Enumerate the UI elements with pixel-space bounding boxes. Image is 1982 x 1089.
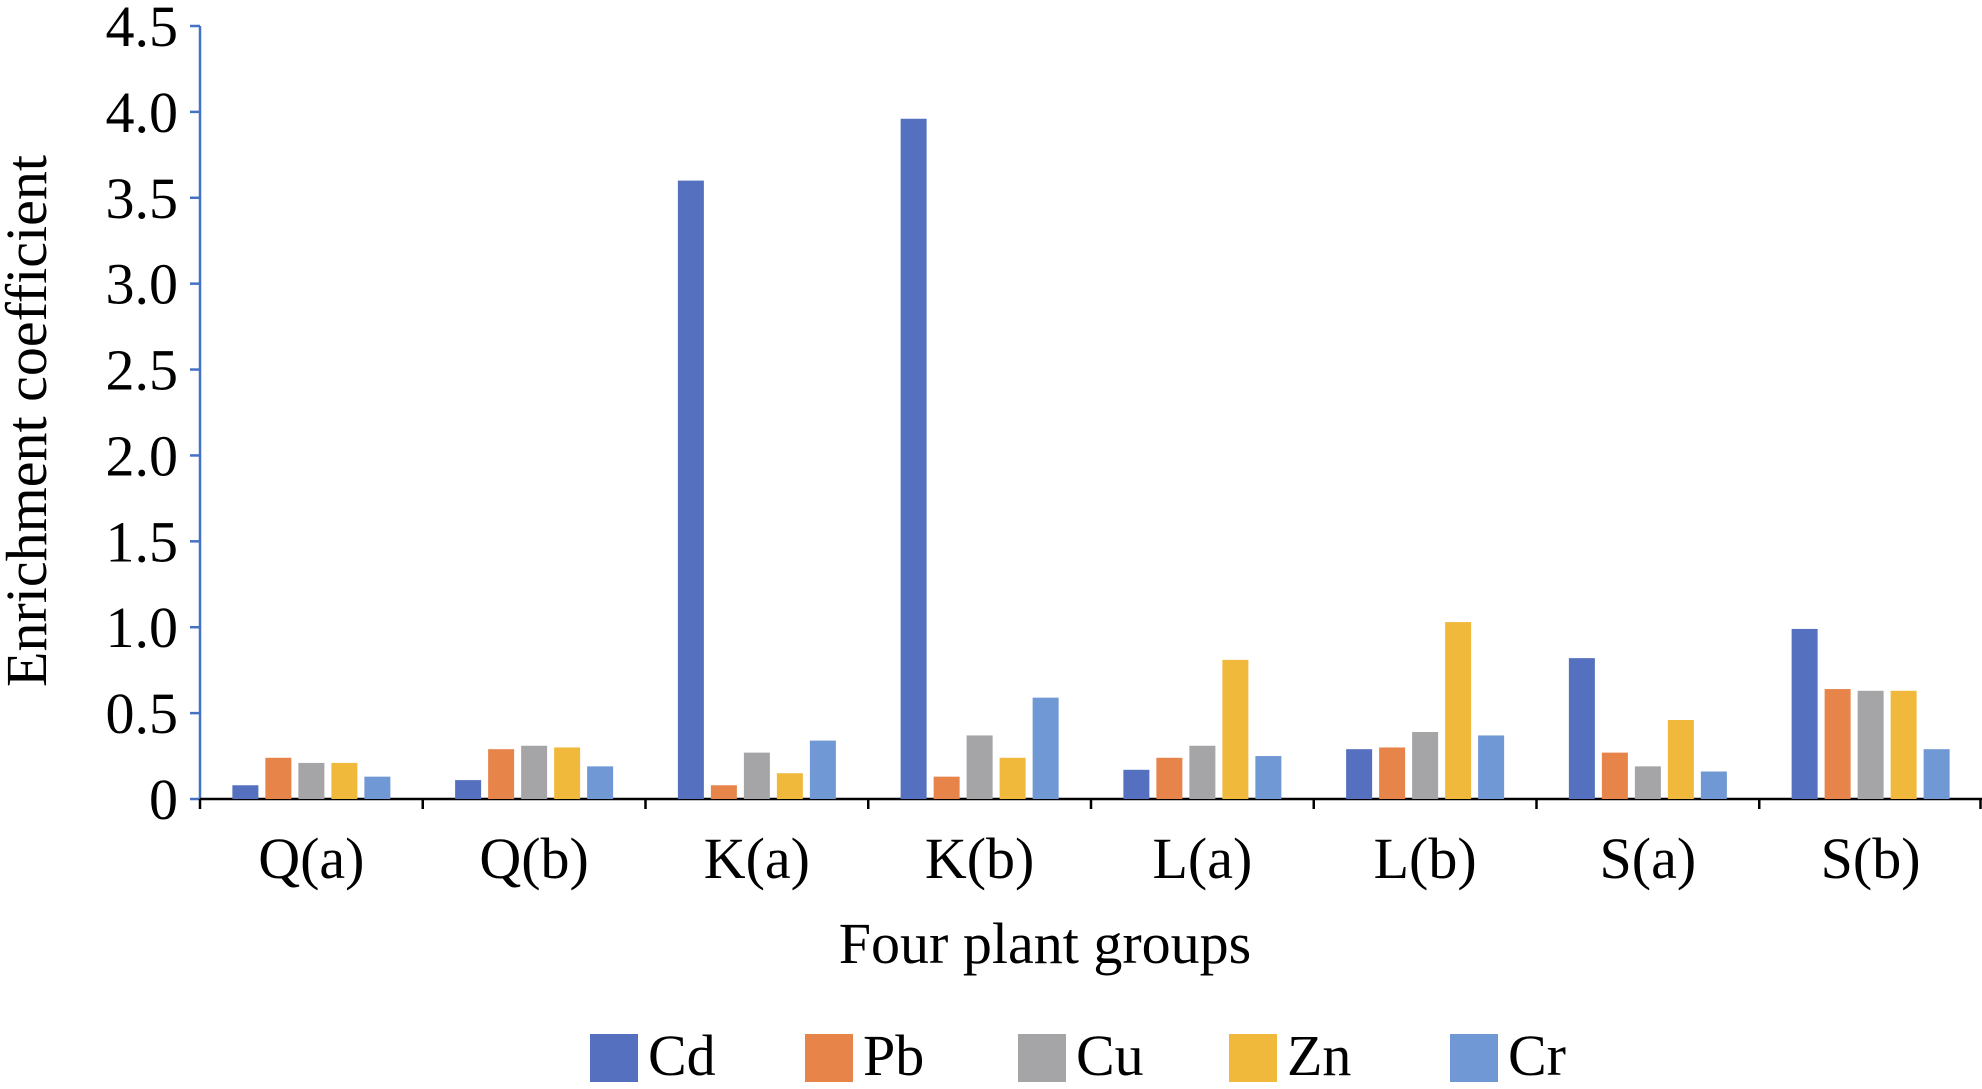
x-tick-label: L(b) — [1374, 826, 1477, 891]
bar-cd-qb — [455, 780, 482, 799]
bar-zn-ka — [776, 773, 803, 799]
bar-cr-la — [1255, 756, 1282, 799]
bar-cr-sa — [1700, 771, 1727, 799]
bar-cd-qa — [232, 785, 259, 799]
bar-cd-sa — [1568, 658, 1595, 799]
legend: Cd Pb Cu Zn Cr — [590, 1023, 1566, 1088]
x-tick-label: K(a) — [704, 826, 810, 891]
y-axis: 0 0.5 1.0 1.5 2.0 2.5 3.0 3.5 4.0 4.5 — [106, 0, 202, 832]
y-tick-label: 1.0 — [106, 595, 179, 660]
bar-cu-lb — [1412, 732, 1439, 799]
bar-cu-qa — [298, 762, 325, 799]
bar-cd-ka — [677, 180, 704, 800]
bar-cu-ka — [743, 752, 770, 799]
y-tick-label: 0.5 — [106, 681, 179, 746]
legend-swatch-cr — [1450, 1034, 1498, 1082]
y-tick-label: 3.0 — [106, 252, 179, 317]
legend-swatch-cu — [1018, 1034, 1066, 1082]
bar-cd-sb — [1791, 628, 1818, 799]
y-tick-label: 1.5 — [106, 509, 179, 574]
bar-pb-ka — [710, 785, 737, 799]
x-tick-label: Q(b) — [479, 826, 589, 891]
bar-cr-qa — [364, 776, 391, 799]
legend-label-cu: Cu — [1076, 1023, 1144, 1084]
y-tick-label: 2.0 — [106, 423, 179, 488]
x-tick-label: S(b) — [1821, 826, 1921, 891]
x-tick-label: Q(a) — [258, 826, 364, 891]
bar-zn-qa — [331, 762, 358, 799]
bar-cd-lb — [1346, 749, 1373, 799]
bar-pb-qa — [265, 757, 292, 799]
bar-zn-qb — [554, 747, 581, 799]
x-axis: Q(a) Q(b) K(a) K(b) L(a) L(b) S(a) S(b) — [198, 797, 1982, 891]
bar-cr-ka — [809, 740, 836, 799]
bar-cr-lb — [1478, 735, 1505, 799]
x-tick-label: K(b) — [925, 826, 1035, 891]
legend-label-cd: Cd — [648, 1023, 716, 1084]
x-axis-label: Four plant groups — [839, 911, 1251, 976]
bar-zn-kb — [999, 757, 1026, 799]
bar-pb-lb — [1379, 747, 1406, 799]
legend-label-cr: Cr — [1508, 1023, 1566, 1084]
bar-cd-kb — [900, 118, 927, 799]
bar-cr-kb — [1032, 697, 1059, 799]
y-tick-label: 4.0 — [106, 80, 179, 145]
bar-pb-la — [1156, 757, 1183, 799]
bar-pb-sb — [1824, 689, 1851, 799]
legend-swatch-cd — [590, 1034, 638, 1082]
bar-cu-sb — [1857, 690, 1884, 799]
bar-cu-sa — [1634, 766, 1661, 799]
bar-pb-qb — [488, 749, 515, 799]
bar-zn-la — [1222, 659, 1249, 799]
y-tick-label: 4.5 — [106, 0, 179, 59]
y-tick-label: 3.5 — [106, 166, 179, 231]
x-tick-label: S(a) — [1600, 826, 1697, 891]
legend-swatch-zn — [1229, 1034, 1277, 1082]
bar-pb-sa — [1601, 752, 1628, 799]
bar-cr-sb — [1923, 749, 1950, 799]
bar-cu-kb — [966, 735, 993, 799]
bars — [232, 118, 1950, 800]
legend-label-pb: Pb — [863, 1023, 924, 1084]
bar-cu-qb — [521, 745, 548, 799]
bar-cr-qb — [587, 766, 614, 799]
x-tick-label: L(a) — [1152, 826, 1252, 891]
legend-label-zn: Zn — [1287, 1023, 1351, 1084]
bar-cu-la — [1189, 745, 1216, 799]
legend-swatch-pb — [805, 1034, 853, 1082]
y-tick-label: 0 — [149, 767, 178, 832]
bar-cd-la — [1123, 769, 1150, 799]
y-axis-label: Enrichment coefficient — [0, 155, 59, 687]
bar-zn-lb — [1445, 622, 1472, 799]
bar-zn-sa — [1667, 719, 1694, 799]
y-tick-label: 2.5 — [106, 338, 179, 403]
bar-zn-sb — [1890, 690, 1917, 799]
bar-pb-kb — [933, 776, 960, 799]
